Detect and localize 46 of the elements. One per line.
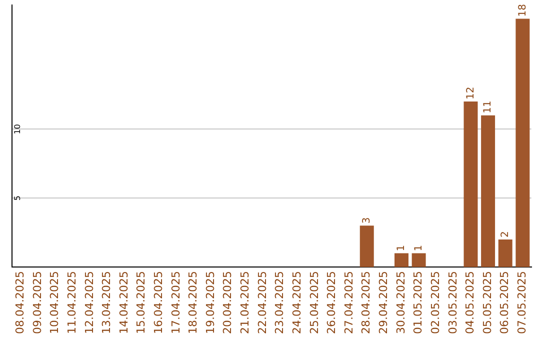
bar <box>481 115 496 268</box>
x-tick-label: 17.04.2025 <box>169 271 182 334</box>
x-tick-label: 27.04.2025 <box>342 271 356 334</box>
x-tick-label: 06.05.2025 <box>498 271 512 334</box>
x-tick-label: 18.04.2025 <box>186 271 200 334</box>
y-tick-label: 10 <box>13 124 22 134</box>
data-label: 11 <box>482 100 494 114</box>
data-label: 1 <box>413 244 424 252</box>
x-tick-label: 07.05.2025 <box>516 271 529 334</box>
x-tick-label: 26.04.2025 <box>325 271 338 334</box>
data-label: 3 <box>361 217 372 224</box>
x-tick-label: 02.05.2025 <box>428 271 442 334</box>
x-tick-label: 11.04.2025 <box>65 271 78 334</box>
bar <box>360 226 374 268</box>
x-tick-label: 14.04.2025 <box>117 271 130 334</box>
x-tick-label: 15.04.2025 <box>134 271 148 334</box>
x-tick-label: 09.04.2025 <box>30 271 44 334</box>
x-tick-label: 20.04.2025 <box>221 271 234 334</box>
bar <box>498 239 512 268</box>
x-tick-label: 21.04.2025 <box>238 271 252 334</box>
x-tick-label: 10.04.2025 <box>48 271 62 334</box>
y-tick-label: 5 <box>13 196 22 201</box>
bar <box>464 102 478 268</box>
data-label: 12 <box>465 86 476 100</box>
x-tick-label: 24.04.2025 <box>290 271 304 334</box>
x-tick-label: 16.04.2025 <box>152 271 165 334</box>
data-label: 2 <box>500 231 511 238</box>
bar <box>516 18 530 268</box>
bar <box>412 253 426 268</box>
x-tick-label: 23.04.2025 <box>273 271 286 334</box>
x-tick-label: 28.04.2025 <box>360 271 373 334</box>
x-tick-label: 01.05.2025 <box>412 271 425 334</box>
x-tick-label: 13.04.2025 <box>100 271 114 334</box>
x-tick-label: 03.05.2025 <box>446 271 460 334</box>
x-tick-label: 25.04.2025 <box>308 271 321 334</box>
data-label: 18 <box>517 4 528 17</box>
x-tick-label: 04.05.2025 <box>464 271 477 334</box>
x-tick-label: 08.04.2025 <box>14 271 27 334</box>
x-tick-label: 19.04.2025 <box>204 271 217 334</box>
x-tick-label: 29.04.2025 <box>377 271 390 334</box>
bar <box>394 253 408 268</box>
data-label: 1 <box>396 244 408 252</box>
x-tick-label: 12.04.2025 <box>82 271 96 334</box>
x-tick-label: 22.04.2025 <box>256 271 269 334</box>
x-tick-label: 05.05.2025 <box>480 271 494 334</box>
x-tick-label: 30.04.2025 <box>394 271 408 334</box>
